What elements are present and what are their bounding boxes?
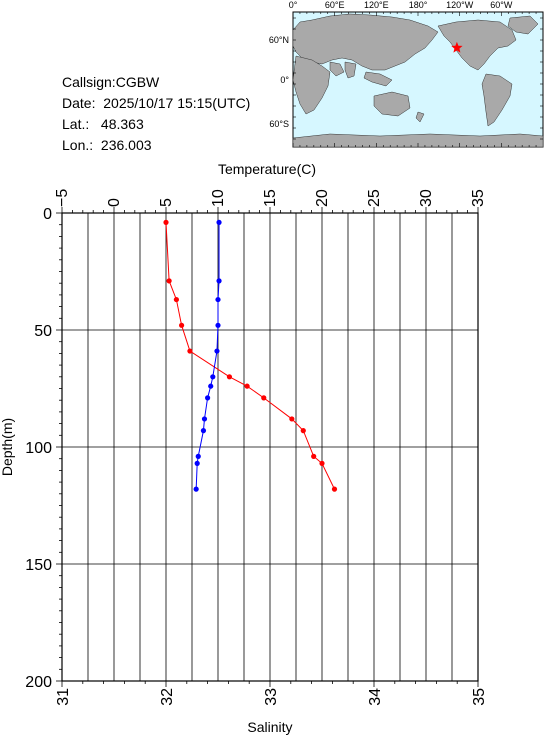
temperature-data-point	[311, 453, 317, 459]
salinity-data-point	[194, 460, 200, 466]
map-latitude-ticks: 60°N 0° 60°S	[269, 17, 543, 140]
map-longitude-ticks: 0° 60°E 120°E 180° 120°W 60°W	[289, 0, 537, 147]
temperature-tick-label: 10	[210, 189, 227, 207]
map-land	[292, 13, 544, 148]
temperature-data-point	[166, 278, 172, 284]
temperature-tick-label: −5	[54, 189, 71, 207]
africa-land	[292, 55, 331, 115]
depth-axis: 0 50 100 150 200	[25, 206, 62, 691]
temperature-data-point	[244, 383, 250, 389]
callsign-value: CGBW	[115, 74, 160, 90]
salinity-data-point	[195, 453, 201, 459]
salinity-tick-label: 32	[159, 688, 176, 706]
salinity-data-point	[210, 374, 216, 380]
salinity-tick-label: 35	[471, 688, 488, 706]
india-land	[344, 61, 357, 79]
south-america-land	[481, 73, 513, 127]
salinity-tick-label: 34	[367, 688, 384, 706]
map-lon-tick-label: 0°	[289, 0, 298, 10]
greenland-land	[507, 15, 539, 35]
map-lon-tick-label: 120°E	[364, 0, 389, 10]
map-lat-tick-label: 60°N	[269, 35, 289, 45]
temperature-tick-label: 35	[470, 189, 487, 207]
temperature-data-point	[261, 395, 267, 401]
temperature-data-point	[289, 416, 295, 422]
lat-value: 48.363	[100, 116, 144, 132]
map-lon-tick-label: 60°W	[490, 0, 513, 10]
new-zealand-land	[415, 111, 425, 123]
temperature-data-point	[300, 428, 306, 434]
map-lat-tick-label: 60°S	[269, 119, 289, 129]
temperature-data-point	[187, 348, 193, 354]
salinity-axis-title: Salinity	[247, 719, 292, 735]
callsign-row: Callsign:CGBW	[62, 72, 250, 93]
station-info: Callsign:CGBW Date: 2025/10/17 15:15(UTC…	[62, 72, 250, 156]
lon-row: Lon.: 236.003	[62, 135, 250, 156]
temperature-tick-label: 25	[366, 189, 383, 207]
salinity-data-point	[205, 395, 211, 401]
map-lon-tick-label: 120°W	[446, 0, 474, 10]
arabia-land	[329, 61, 345, 77]
temperature-tick-label: 20	[314, 189, 331, 207]
salinity-data-point	[216, 219, 222, 225]
depth-tick-label: 50	[34, 323, 52, 340]
salinity-axis: 31 32 33 34 35	[55, 681, 488, 706]
station-star-marker	[451, 41, 463, 53]
temperature-axis: −5 0 5 10 15 20 25 30 35	[54, 189, 487, 213]
salinity-data-point	[216, 278, 222, 284]
callsign-label: Callsign:	[62, 74, 116, 90]
salinity-data-point	[215, 322, 221, 328]
salinity-tick-label: 33	[263, 688, 280, 706]
temperature-tick-label: 30	[418, 189, 435, 207]
salinity-tick-label: 31	[55, 688, 72, 706]
temperature-tick-label: 0	[106, 198, 123, 207]
salinity-data-point	[214, 348, 220, 354]
lon-value: 236.003	[100, 137, 152, 153]
lon-label: Lon.:	[62, 137, 94, 153]
salinity-data-point	[200, 428, 207, 434]
depth-tick-label: 200	[25, 674, 52, 691]
date-row: Date: 2025/10/17 15:15(UTC)	[62, 93, 250, 114]
temperature-data-point	[173, 296, 179, 303]
lat-label: Lat.:	[62, 116, 90, 132]
temperature-data-point	[179, 322, 185, 328]
temperature-tick-label: 5	[158, 198, 175, 207]
australia-land	[373, 91, 411, 117]
temperature-axis-title: Temperature(C)	[218, 161, 316, 177]
profile-chart: −5 0 5 10 15 20 25 30 35 31 32 33 34 35 050100150200…	[0, 161, 488, 735]
salinity-data-point	[208, 383, 214, 389]
map-lat-tick-label: 0°	[280, 75, 289, 85]
temperature-data-point	[319, 460, 325, 466]
se-asia-islands	[363, 71, 393, 87]
lat-row: Lat.: 48.363	[62, 114, 250, 135]
map-lon-tick-label: 180°	[409, 0, 428, 10]
temperature-tick-label: 15	[262, 189, 279, 207]
date-value: 2025/10/17 15:15(UTC)	[103, 95, 251, 111]
temperature-data-point	[331, 486, 338, 492]
series-layer	[163, 219, 338, 492]
date-label: Date:	[62, 95, 96, 111]
depth-axis-title: Depth(m)	[0, 418, 15, 476]
temperature-data-point	[226, 374, 233, 380]
map-lon-tick-label: 60°E	[325, 0, 345, 10]
chart-grid	[62, 213, 478, 681]
depth-tick-label: 0	[43, 206, 52, 223]
salinity-data-point	[201, 416, 208, 422]
salinity-data-point	[215, 296, 221, 303]
depth-tick-label: 150	[25, 557, 52, 574]
salinity-data-point	[193, 486, 199, 492]
depth-tick-label: 100	[25, 440, 52, 457]
temperature-data-point	[163, 219, 169, 225]
